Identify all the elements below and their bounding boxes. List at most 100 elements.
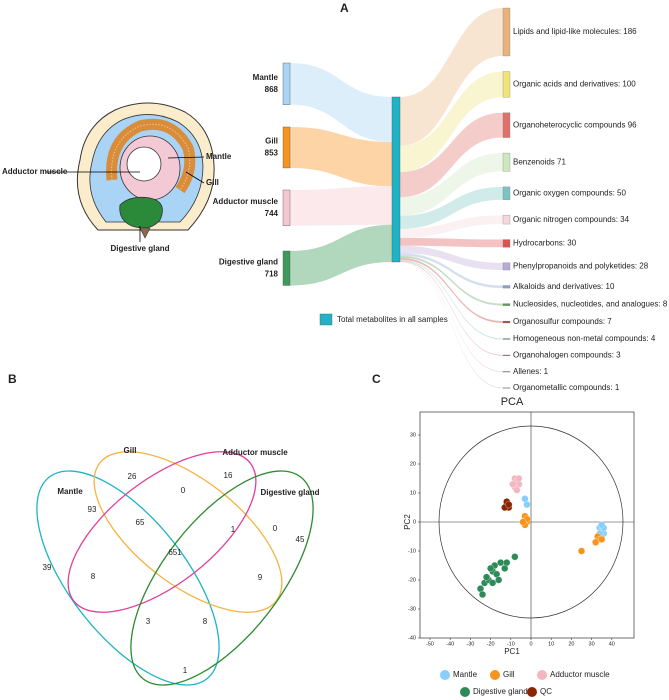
source-label: Digestive gland	[219, 257, 278, 266]
target-bar	[502, 215, 511, 225]
target-bar	[502, 112, 511, 138]
point	[513, 486, 521, 494]
target-label: Organic nitrogen compounds: 34	[513, 215, 630, 224]
target-bar	[502, 285, 511, 289]
flow	[400, 253, 503, 289]
x-axis-label: PC1	[504, 647, 520, 656]
y-tick-label: -10	[408, 548, 416, 554]
venn-count: 26	[128, 472, 137, 481]
source-label: Adductor muscle	[213, 197, 279, 206]
venn-count: 39	[43, 563, 52, 572]
venn-count: 8	[203, 617, 208, 626]
center-bar	[391, 96, 401, 263]
legend-marker	[460, 687, 470, 697]
point	[577, 547, 586, 555]
source-label: Mantle	[253, 73, 279, 82]
legend-marker	[440, 670, 450, 680]
point	[515, 474, 523, 483]
target-bar	[502, 262, 511, 271]
x-tick-label: -40	[446, 641, 454, 647]
legend-label: Digestive gland	[473, 687, 528, 696]
flow	[400, 186, 503, 229]
target-bar	[502, 186, 511, 200]
x-tick-label: 40	[609, 641, 615, 647]
y-axis-label: PC2	[403, 514, 412, 530]
point	[598, 521, 606, 529]
target-bar	[502, 387, 511, 389]
target-bar	[502, 152, 511, 172]
source-value: 868	[265, 85, 279, 94]
x-tick-label: 30	[589, 641, 595, 647]
venn-count: 16	[224, 471, 233, 480]
flow	[400, 71, 503, 173]
target-label: Organic oxygen compounds: 50	[513, 188, 627, 197]
target-bar	[502, 7, 511, 57]
target-label: Organohalogen compounds: 3	[513, 351, 621, 360]
point	[503, 559, 511, 567]
legend-marker	[537, 670, 547, 680]
y-tick-label: -30	[408, 606, 416, 612]
y-tick-label: 30	[410, 432, 416, 438]
x-tick-label: -30	[466, 641, 474, 647]
target-label: Organoheterocyclic compounds 96	[513, 120, 637, 129]
venn-set	[130, 470, 314, 686]
point	[509, 480, 517, 488]
venn-count: 3	[146, 617, 151, 626]
venn-count: 1	[231, 525, 236, 534]
source-value: 744	[265, 209, 279, 218]
x-tick-label: -20	[487, 641, 495, 647]
flow	[290, 63, 392, 142]
point	[483, 573, 491, 581]
venn-set	[67, 451, 257, 613]
target-label: Organic acids and derivatives: 100	[513, 79, 636, 88]
venn-count: 0	[181, 486, 186, 495]
anatomy-label: Mantle	[206, 152, 232, 161]
venn-count: 9	[258, 573, 263, 582]
y-tick-label: -40	[408, 635, 416, 641]
x-tick-label: 0	[529, 641, 532, 647]
venn-set	[36, 470, 220, 686]
flow	[290, 127, 392, 187]
point	[511, 553, 519, 561]
flow	[400, 8, 503, 146]
point	[497, 559, 505, 567]
target-label: Phenylpropanoids and polyketides: 28	[513, 262, 649, 271]
source-value: 853	[265, 149, 279, 158]
panel-letter: A	[340, 1, 349, 15]
point	[505, 501, 513, 509]
venn-count: 93	[88, 505, 97, 514]
venn-count: 0	[273, 524, 278, 533]
flow	[290, 224, 392, 286]
legend-label: Mantle	[453, 670, 478, 679]
chart-title: PCA	[501, 396, 524, 408]
flow	[400, 215, 503, 238]
panel-letter: C	[372, 372, 381, 386]
source-label: Gill	[265, 137, 278, 146]
y-tick-label: -20	[408, 577, 416, 583]
y-tick-label: 20	[410, 461, 416, 467]
target-label: Organosulfur compounds: 7	[513, 317, 612, 326]
target-label: Organometallic compounds: 1	[513, 383, 620, 392]
flow	[400, 245, 503, 271]
point	[523, 501, 531, 509]
legend-label: Total metabolites in all samples	[337, 315, 448, 324]
source-value: 718	[265, 269, 279, 278]
anatomy-label: Gill	[206, 178, 219, 187]
point	[519, 518, 527, 526]
venn-count: 651	[168, 548, 182, 557]
target-label: Homogeneous non-metal compounds: 4	[513, 334, 656, 343]
flow	[400, 260, 503, 356]
flow	[400, 259, 503, 340]
point	[592, 538, 600, 546]
target-label: Allenes: 1	[513, 367, 549, 376]
source-bar	[282, 250, 291, 286]
legend-marker	[527, 687, 537, 697]
y-tick-label: 10	[410, 490, 416, 496]
point	[489, 579, 497, 587]
legend-marker	[490, 670, 500, 680]
source-bar	[282, 126, 291, 169]
point	[478, 590, 487, 599]
venn-set-label: Gill	[124, 446, 137, 455]
y-tick-label: 0	[413, 519, 416, 525]
